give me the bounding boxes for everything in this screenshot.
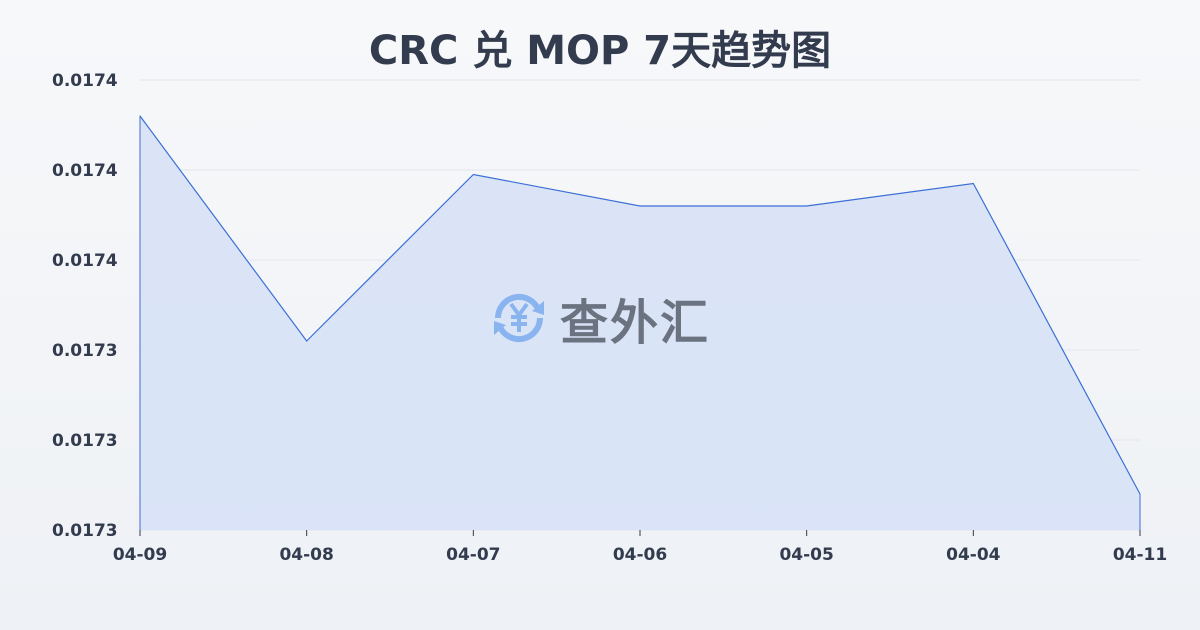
watermark-text: 查外汇: [560, 295, 711, 351]
x-tick-label: 04-04: [946, 545, 1001, 565]
x-tick-label: 04-07: [446, 545, 500, 565]
data-point: [472, 174, 474, 175]
data-point: [639, 205, 641, 207]
y-tick-label: 0.0174: [52, 251, 118, 271]
yen-exchange-icon: [494, 293, 544, 343]
data-point: [139, 115, 141, 117]
watermark: 查外汇: [488, 283, 710, 353]
data-point: [1139, 493, 1141, 495]
data-point: [806, 205, 808, 207]
chart-title: CRC 兑 MOP 7天趋势图: [368, 28, 832, 74]
y-tick-label: 0.0173: [52, 521, 118, 541]
x-tick-label: 04-09: [113, 545, 167, 565]
data-point: [972, 183, 974, 184]
y-tick-label: 0.0174: [52, 71, 118, 91]
x-tick-label: 04-08: [279, 545, 333, 565]
y-tick-label: 0.0173: [52, 431, 118, 451]
x-tick-label: 04-05: [779, 545, 833, 565]
x-tick-label: 04-11: [1113, 545, 1167, 565]
area-fill: [140, 116, 1140, 530]
y-tick-label: 0.0174: [52, 161, 118, 181]
x-tick-label: 04-06: [613, 545, 667, 565]
data-point: [306, 340, 308, 342]
y-tick-label: 0.0173: [52, 341, 118, 361]
